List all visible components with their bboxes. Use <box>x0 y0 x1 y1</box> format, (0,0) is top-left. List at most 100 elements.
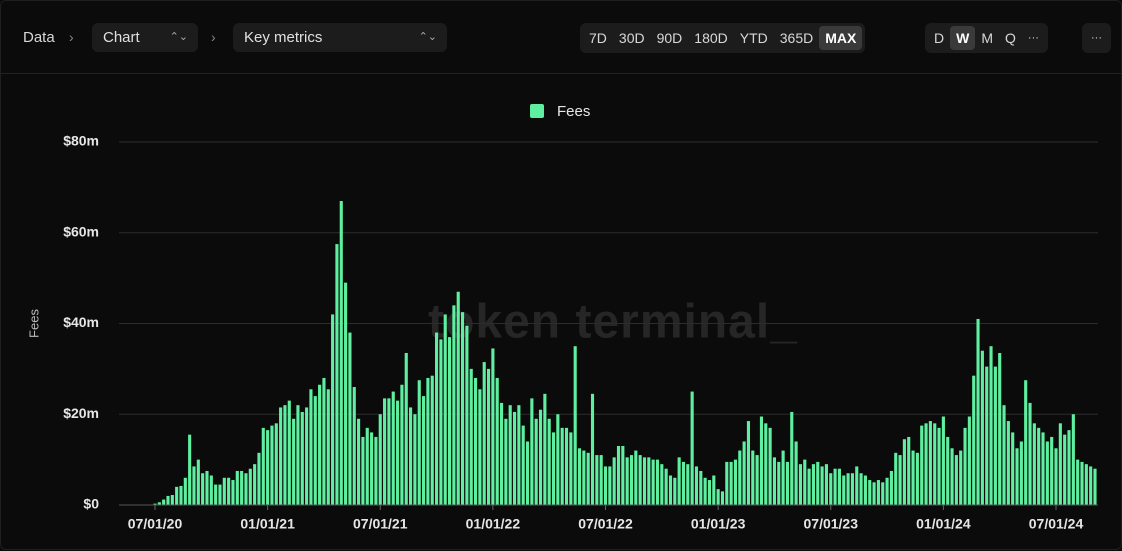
bar <box>391 391 395 505</box>
bar <box>655 459 660 505</box>
chevron: › <box>69 29 74 45</box>
metric-select[interactable]: Key metrics ⌃⌄ <box>233 23 447 52</box>
bar <box>1054 448 1058 505</box>
bar <box>733 459 738 505</box>
toggle-button[interactable]: 30D <box>618 30 645 46</box>
bar <box>664 468 668 505</box>
bar <box>499 402 504 505</box>
toggle-button[interactable]: ··· <box>1027 32 1039 44</box>
bar <box>963 427 967 505</box>
x-tick-label: 07/01/22 <box>578 516 633 532</box>
x-tick-label: 07/01/23 <box>804 516 859 532</box>
y-axis-label: Fees <box>26 309 41 338</box>
bar <box>647 457 651 505</box>
bar <box>183 477 187 505</box>
bar <box>699 470 703 505</box>
bar <box>681 461 686 505</box>
x-tick-label: 01/01/24 <box>916 516 971 532</box>
bar <box>794 441 798 505</box>
bar <box>751 450 755 505</box>
bar <box>235 470 239 505</box>
bar <box>482 362 486 505</box>
bar <box>335 244 339 505</box>
toggle-button[interactable]: 180D <box>694 30 728 46</box>
legend-label: Fees <box>557 103 590 120</box>
bar <box>465 325 469 505</box>
bar <box>473 377 478 505</box>
bar <box>426 377 430 505</box>
bar <box>595 455 599 505</box>
bar <box>409 407 413 505</box>
bar <box>634 450 638 505</box>
bar <box>240 470 244 505</box>
bar <box>1041 432 1045 505</box>
chart-select[interactable]: Chart ⌃⌄ <box>92 23 198 52</box>
select-text: Chart <box>103 29 140 46</box>
bar <box>764 423 768 505</box>
toggle-button[interactable]: 7D <box>589 30 607 46</box>
bar <box>456 291 460 505</box>
bar <box>313 396 317 505</box>
bar <box>738 450 742 505</box>
x-tick-label: 01/01/22 <box>466 516 521 532</box>
toggle-button[interactable]: 90D <box>656 30 683 46</box>
breadcrumb[interactable]: Data <box>23 29 55 46</box>
bar <box>894 452 898 505</box>
bar <box>928 421 932 505</box>
bar <box>266 430 270 505</box>
bar <box>946 436 950 505</box>
bar <box>868 480 872 505</box>
bar <box>365 427 369 505</box>
bar <box>309 389 313 505</box>
bar <box>352 387 356 505</box>
bar <box>374 436 378 505</box>
bar <box>296 405 300 505</box>
bar <box>725 461 729 505</box>
bar <box>543 393 547 505</box>
bar <box>690 391 694 505</box>
more-button[interactable]: ··· <box>1091 32 1102 44</box>
bar <box>344 282 348 505</box>
bar <box>452 305 456 505</box>
bar <box>729 461 733 505</box>
bar <box>876 480 880 505</box>
bar <box>1015 448 1019 505</box>
bar <box>231 480 235 505</box>
bar <box>1063 434 1067 505</box>
bar <box>201 473 205 505</box>
bar <box>703 477 707 505</box>
bar <box>924 423 928 505</box>
bar <box>413 414 417 505</box>
bar <box>1002 405 1006 505</box>
toggle-button[interactable]: D <box>934 30 945 46</box>
bar <box>777 461 781 505</box>
bar <box>833 468 837 505</box>
bar <box>157 502 161 505</box>
toggle-button[interactable]: MAX <box>819 26 863 50</box>
bar <box>967 416 971 505</box>
bar <box>1037 427 1041 505</box>
bar <box>378 414 382 505</box>
bar <box>612 457 616 505</box>
bar <box>491 348 495 505</box>
toggle-button[interactable]: YTD <box>739 30 768 46</box>
bar <box>781 450 785 505</box>
bar <box>534 418 538 505</box>
toggle-button[interactable]: W <box>950 26 976 50</box>
bar <box>941 416 945 505</box>
bar <box>608 466 612 505</box>
bar <box>448 337 452 505</box>
bar <box>162 499 166 505</box>
bar <box>629 455 634 505</box>
bar <box>248 468 252 505</box>
bar <box>872 482 876 505</box>
toggle-button[interactable]: M <box>981 30 994 46</box>
bar <box>361 436 365 505</box>
toggle-button[interactable]: Q <box>1005 30 1016 46</box>
bar <box>339 200 343 506</box>
bar <box>396 400 400 505</box>
more-group: ··· <box>1082 23 1111 53</box>
toggle-button[interactable]: 365D <box>779 30 814 46</box>
bar <box>417 380 421 505</box>
